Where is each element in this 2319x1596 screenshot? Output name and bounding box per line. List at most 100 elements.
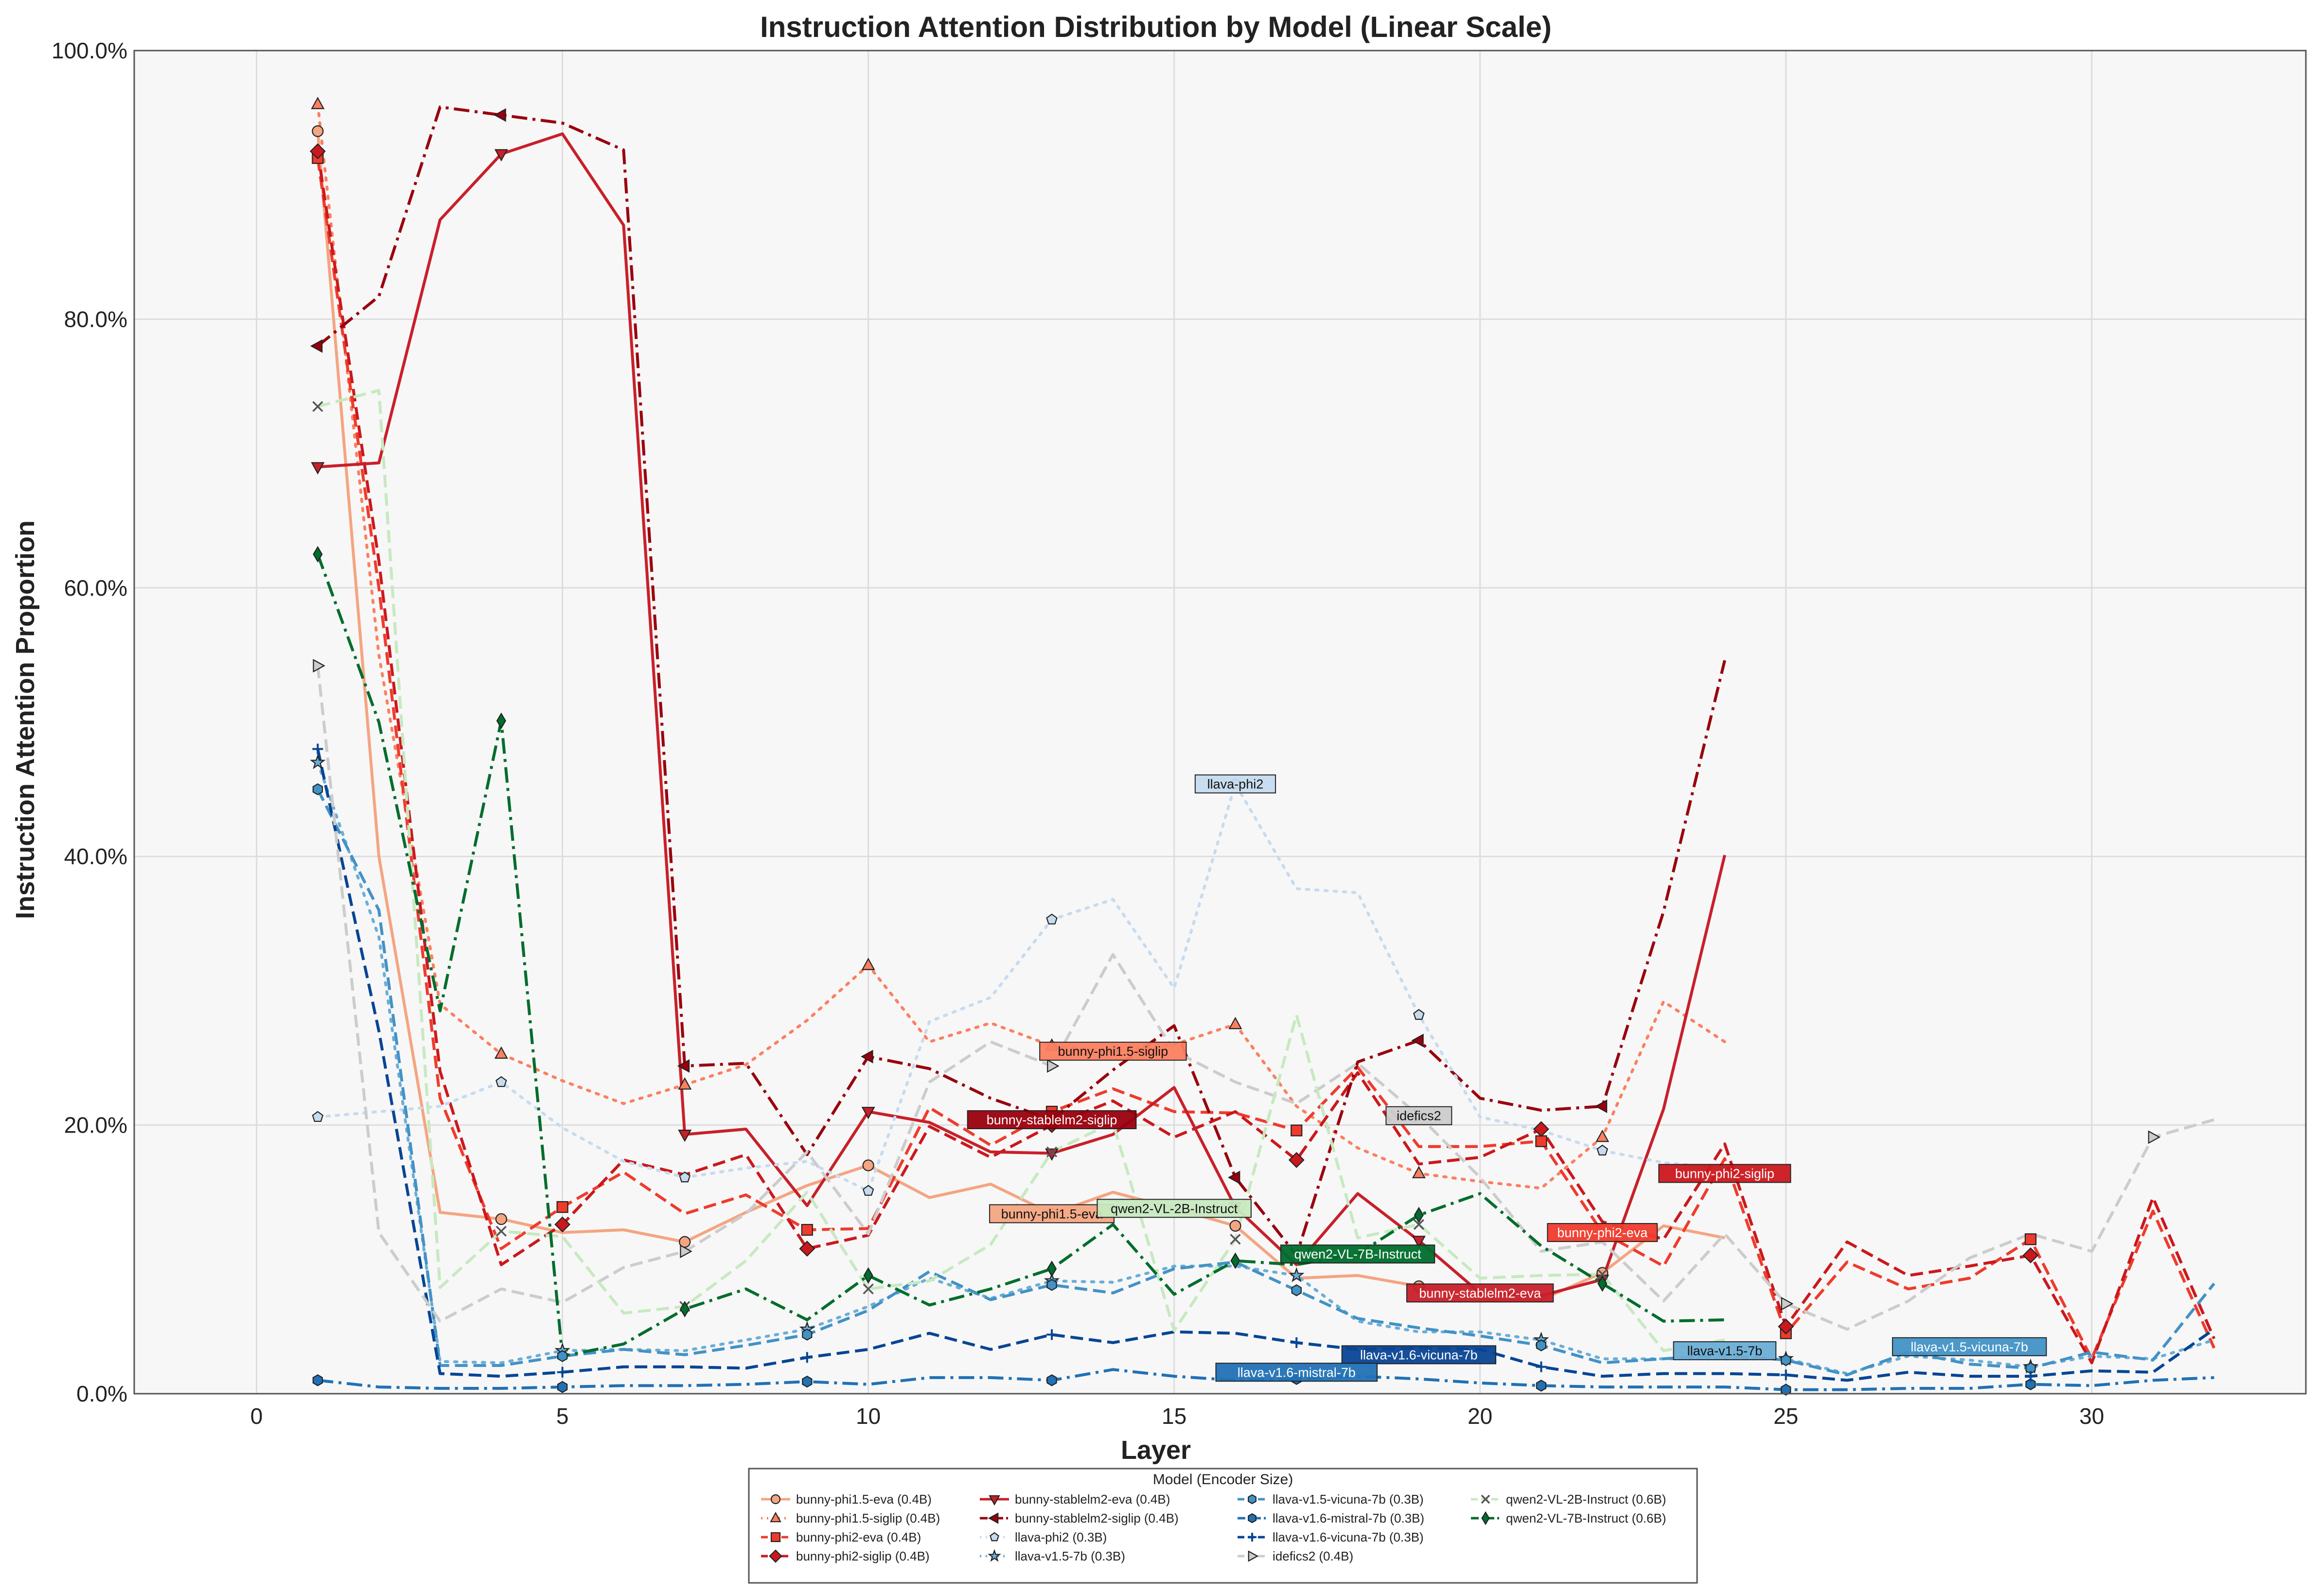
annotation-box [1892, 1337, 2047, 1356]
series-annotations: llava-phi2 bunny-phi1.5-siglip bunny-stabl… [967, 774, 2047, 1382]
series-line-bunny-phi2-siglip [316, 151, 2216, 1365]
data-point-bunny-phi2-eva [2024, 1233, 2036, 1245]
y-tick-label: 20.0% [64, 1113, 127, 1138]
series-line-llava-v1-6-vicuna-7b [316, 748, 2215, 1382]
legend-marker [990, 1532, 999, 1542]
legend-item-bunny-stablelm2-siglip: bunny-stablelm2-siglip (0.4B) [980, 1511, 1179, 1525]
data-point-bunny-phi1-5-siglip [678, 1077, 692, 1090]
data-point-llava-v1-6-mistral-7b [1781, 1383, 1791, 1396]
legend-item-bunny-phi2-eva: bunny-phi2-eva (0.4B) [761, 1530, 921, 1544]
annotation-box [1215, 1363, 1378, 1382]
annotation-box [1097, 1199, 1252, 1218]
annotation-bunny-phi2-siglip: bunny-phi2-siglip [1658, 1164, 1791, 1183]
y-tick-label: 100.0% [52, 38, 127, 63]
legend-label: llava-v1.6-mistral-7b (0.3B) [1273, 1511, 1424, 1525]
x-tick-label: 10 [856, 1403, 881, 1429]
legend-marker [989, 1495, 1000, 1506]
x-tick-label: 0 [250, 1403, 263, 1429]
legend-marker [1248, 1513, 1257, 1524]
data-point-bunny-phi2-siglip [310, 143, 326, 160]
legend-label: llava-v1.5-vicuna-7b (0.3B) [1273, 1492, 1424, 1507]
x-tick-label: 30 [2079, 1403, 2104, 1429]
annotation-label: idefics2 [1397, 1109, 1441, 1123]
x-axis-label: Layer [1121, 1436, 1191, 1465]
data-point-llava-v1-6-mistral-7b [557, 1381, 568, 1393]
data-point-llava-phi2 [862, 1185, 874, 1196]
series-line-bunny-phi2-eva [316, 158, 2216, 1361]
legend-title: Model (Encoder Size) [1153, 1472, 1293, 1488]
data-point-llava-v1-6-mistral-7b [2025, 1378, 2036, 1390]
annotation-box [1673, 1341, 1777, 1361]
legend-frame [748, 1468, 1698, 1584]
data-point-bunny-stablelm2-eva [494, 149, 508, 162]
data-point-bunny-phi1-5-eva [1229, 1220, 1241, 1232]
series-line-bunny-stablelm2-siglip [317, 106, 1726, 1257]
legend-label: bunny-stablelm2-eva (0.4B) [1015, 1492, 1170, 1507]
annotation-label: bunny-stablelm2-siglip [987, 1113, 1117, 1127]
legend-label: llava-phi2 (0.3B) [1015, 1530, 1107, 1544]
data-point-bunny-phi2-siglip [2022, 1247, 2039, 1263]
legend-label: llava-v1.6-vicuna-7b (0.3B) [1273, 1530, 1424, 1544]
data-point-qwen2-vl-2b-instruct [1597, 1269, 1608, 1280]
legend-marker [770, 1511, 781, 1523]
data-point-llava-v1-6-mistral-7b [312, 1374, 323, 1386]
annotation-box [1547, 1223, 1658, 1242]
data-point-qwen2-vl-2b-instruct [496, 1225, 507, 1237]
legend-item-idefics2: idefics2 (0.4B) [1238, 1549, 1353, 1563]
legend-item-bunny-stablelm2-eva: bunny-stablelm2-eva (0.4B) [980, 1492, 1170, 1507]
data-point-qwen2-vl-2b-instruct [1046, 1146, 1058, 1157]
series-line-qwen2-vl-7b-instruct [316, 553, 1725, 1358]
data-point-bunny-phi2-eva [1535, 1135, 1547, 1147]
data-point-llava-v1-5-7b [310, 754, 326, 769]
data-point-idefics2 [2148, 1130, 2160, 1144]
data-point-bunny-stablelm2-eva [1412, 1236, 1426, 1248]
data-point-llava-v1-6-mistral-7b [1046, 1374, 1057, 1386]
series-line-llava-v1-5-7b [316, 761, 2216, 1375]
legend-item-llava-v1-6-vicuna-7b: llava-v1.6-vicuna-7b (0.3B) [1238, 1530, 1424, 1544]
annotation-box [1385, 1106, 1452, 1125]
legend: Model (Encoder Size) bunny-phi1.5-eva (0… [748, 1468, 1698, 1584]
data-point-bunny-phi2-siglip [1778, 1318, 1794, 1335]
data-point-bunny-stablelm2-eva [311, 462, 325, 475]
annotation-idefics2: idefics2 [1385, 1106, 1452, 1125]
data-point-bunny-phi2-eva [556, 1201, 568, 1213]
data-point-bunny-phi1-5-siglip [311, 96, 325, 109]
legend-label: qwen2-VL-2B-Instruct (0.6B) [1506, 1492, 1666, 1507]
data-point-bunny-phi1-5-eva [312, 125, 324, 137]
y-tick-label: 40.0% [64, 844, 127, 869]
data-point-qwen2-vl-7b-instruct [1414, 1206, 1424, 1224]
legend-item-llava-v1-6-mistral-7b: llava-v1.6-mistral-7b (0.3B) [1238, 1511, 1424, 1525]
data-point-llava-v1-5-7b [1288, 1267, 1305, 1282]
legend-marker [988, 1512, 999, 1524]
legend-item-llava-v1-5-vicuna-7b: llava-v1.5-vicuna-7b (0.3B) [1238, 1492, 1424, 1507]
data-point-llava-phi2 [496, 1076, 507, 1087]
data-point-llava-v1-5-vicuna-7b [1046, 1279, 1057, 1291]
data-point-bunny-stablelm2-siglip [1594, 1099, 1608, 1113]
x-tick-label: 25 [1773, 1403, 1798, 1429]
annotation-label: bunny-phi1.5-siglip [1058, 1044, 1168, 1059]
data-point-llava-v1-5-vicuna-7b [557, 1350, 568, 1362]
data-point-bunny-stablelm2-siglip [494, 108, 506, 122]
data-point-llava-phi2 [679, 1171, 690, 1183]
legend-label: bunny-phi2-siglip (0.4B) [796, 1549, 930, 1563]
x-tick-label: 15 [1162, 1403, 1186, 1429]
data-point-qwen2-vl-2b-instruct [863, 1283, 874, 1295]
annotation-label: llava-v1.5-7b [1687, 1344, 1763, 1358]
data-point-idefics2 [1781, 1296, 1794, 1311]
annotation-box [967, 1110, 1137, 1130]
data-point-qwen2-vl-2b-instruct [1230, 1234, 1241, 1245]
data-point-llava-phi2 [1596, 1144, 1609, 1156]
data-point-llava-v1-6-vicuna-7b [1291, 1337, 1302, 1348]
y-tick-label: 80.0% [64, 306, 127, 332]
data-point-qwen2-vl-7b-instruct [1597, 1275, 1608, 1292]
annotation-label: llava-v1.6-vicuna-7b [1360, 1348, 1478, 1362]
annotation-qwen2-vl-7b-instruct: qwen2-VL-7B-Instruct [1280, 1244, 1435, 1264]
annotation-box [1406, 1283, 1554, 1303]
data-point-bunny-phi2-siglip [1288, 1152, 1305, 1168]
series-line-idefics2 [316, 665, 2215, 1331]
data-point-llava-v1-5-vicuna-7b [1536, 1339, 1547, 1351]
annotation-llava-v1-5-vicuna-7b: llava-v1.5-vicuna-7b [1892, 1337, 2047, 1356]
annotation-bunny-phi1-5-eva: bunny-phi1.5-eva [989, 1204, 1115, 1224]
data-point-llava-v1-6-mistral-7b [802, 1375, 813, 1388]
legend-marker [1248, 1494, 1257, 1505]
